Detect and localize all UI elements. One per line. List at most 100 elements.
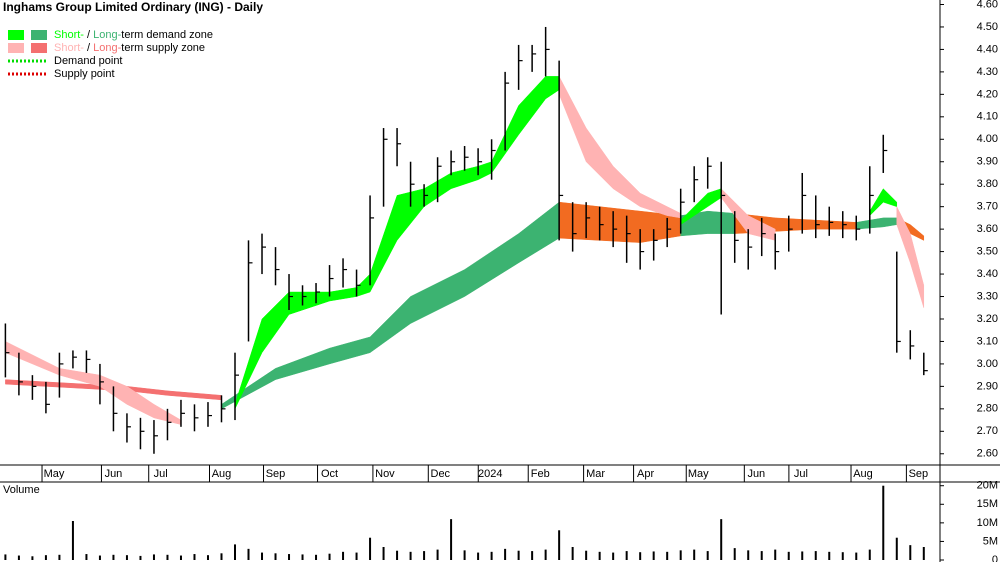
volume-bar [733,548,736,560]
volume-bar [166,554,169,560]
volume-bar [774,549,777,560]
legend-swatch [8,30,24,40]
volume-bar [679,550,682,560]
x-tick-label: Aug [212,468,232,480]
legend-label: Short- / Long-term supply zone [54,42,205,54]
y-tick-label: 4.60 [977,0,998,10]
volume-bar [247,548,250,560]
volume-bar [585,550,588,560]
legend-label: Short- / Long-term demand zone [54,29,213,41]
volume-bar [571,547,574,560]
x-tick-label: Nov [375,468,395,480]
y-tick-label: 0 [992,554,998,562]
zone-band [869,188,898,217]
volume-bar [841,552,844,560]
legend-text: / [84,42,93,54]
volume-bar [85,554,88,560]
volume-bar [436,549,439,560]
volume-bar [450,519,453,560]
volume-bar [369,537,372,560]
volume-bar [17,555,20,560]
volume-bar [220,553,223,560]
y-tick-label: 2.60 [977,448,998,460]
volume-bar [760,551,763,560]
volume-bar [855,552,858,560]
x-tick-label: Sep [909,468,929,480]
x-tick-label: May [44,468,65,480]
volume-bar [895,537,898,560]
legend-label: Demand point [54,55,123,67]
volume-bar [598,551,601,560]
volume-bar [342,551,345,560]
volume-bar [193,554,196,560]
y-tick-label: 15M [977,498,998,510]
volume-bar [58,554,61,560]
x-tick-label: Dec [431,468,451,480]
y-tick-label: 2.90 [977,380,998,392]
volume-bar [301,554,304,560]
y-tick-label: 3.00 [977,358,998,370]
y-tick-label: 4.40 [977,43,998,55]
y-tick-label: 3.70 [977,201,998,213]
x-tick-label: May [688,468,709,480]
volume-bar [882,485,885,560]
legend-text: term demand zone [121,29,213,41]
volume-bar [666,551,669,560]
volume-bar [747,550,750,560]
legend-label: Supply point [54,68,115,80]
volume-bar [288,554,291,560]
volume-bar [409,551,412,560]
x-tick-label: Feb [531,468,550,480]
volume-bar [234,544,236,560]
x-tick-label: Apr [637,468,654,480]
x-tick-label: Jun [105,468,123,480]
legend-text: / [84,29,93,41]
volume-bar [504,548,507,560]
volume-bar [98,555,101,560]
volume-bar [693,549,696,560]
volume-bar [787,551,790,560]
zone-band [558,76,681,219]
y-tick-label: 3.50 [977,246,998,258]
y-tick-label: 10M [977,517,998,529]
legend-swatch [8,43,24,53]
volume-bar [706,551,709,560]
y-tick-label: 4.00 [977,133,998,145]
y-tick-label: 4.20 [977,88,998,100]
x-tick-label: Sep [266,468,286,480]
volume-bar [125,555,128,560]
volume-label: Volume [3,484,40,496]
y-tick-label: 2.70 [977,425,998,437]
volume-bar [639,552,642,560]
volume-bar [423,551,426,560]
volume-bar [720,519,723,560]
volume-bar [612,552,615,560]
y-tick-label: 5M [983,535,998,547]
legend-text: term supply zone [121,42,205,54]
volume-bar [261,552,264,560]
y-tick-label: 4.10 [977,111,998,123]
volume-bar [922,547,925,560]
x-tick-label: Jul [794,468,808,480]
volume-bar [558,530,561,560]
y-tick-label: 3.10 [977,335,998,347]
legend-text: Long- [93,29,121,41]
volume-bar [206,555,209,560]
y-tick-label: 3.80 [977,178,998,190]
volume-bar [179,555,182,560]
volume-bar [315,554,318,560]
x-tick-label: Jul [154,468,168,480]
x-tick-label: Oct [321,468,338,480]
volume-bar [152,554,155,560]
legend-swatch [31,30,47,40]
y-tick-label: 3.60 [977,223,998,235]
volume-bar [44,555,47,560]
y-tick-label: 3.90 [977,156,998,168]
volume-bar [625,551,628,560]
volume-bar [139,555,142,560]
x-tick-label: 2024 [478,468,502,480]
volume-bar [71,521,74,560]
volume-bar [396,550,399,560]
volume-bar [909,545,912,560]
